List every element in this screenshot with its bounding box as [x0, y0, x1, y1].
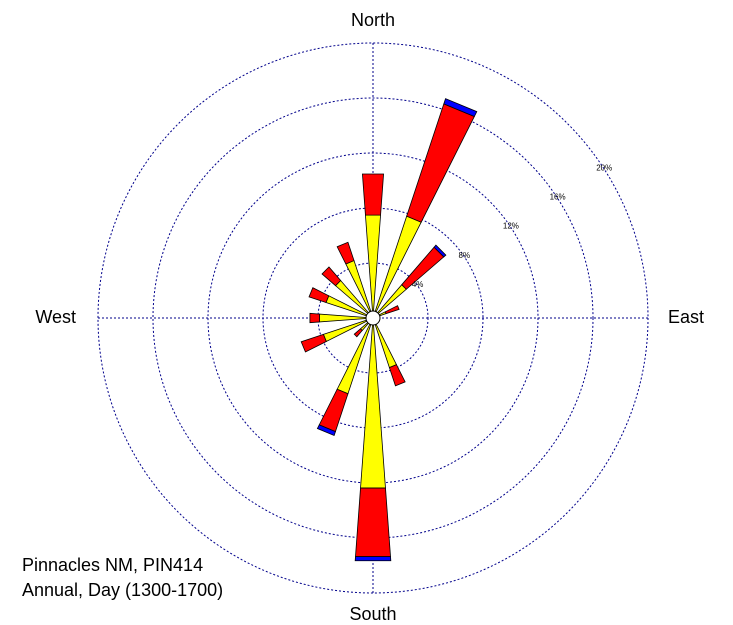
petal-segment — [334, 279, 374, 319]
petal-segment — [355, 487, 391, 558]
direction-label: East — [668, 307, 704, 327]
petal-segment — [316, 424, 336, 437]
petal-segment — [443, 98, 478, 118]
petal-segment — [361, 173, 385, 216]
petal-segment — [372, 317, 398, 369]
petal-segment — [353, 328, 363, 338]
direction-label: West — [35, 307, 76, 327]
petal-segment — [309, 312, 320, 324]
ring-label: 4% — [412, 280, 424, 289]
annotation: Pinnacles NM, PIN414 — [22, 555, 203, 575]
petal-segment — [318, 388, 349, 433]
petal-segment — [300, 333, 327, 353]
petal-segment — [433, 244, 447, 258]
annotation: Annual, Day (1300-1700) — [22, 580, 223, 600]
petal-segment — [388, 364, 406, 387]
ring — [97, 42, 649, 594]
ring-label: 20% — [596, 163, 612, 172]
direction-label: North — [351, 10, 395, 30]
ring-label: 16% — [550, 193, 566, 202]
petal-segment — [384, 305, 400, 315]
petal-segment — [336, 241, 355, 265]
petal-segment — [354, 556, 392, 562]
ring-label: 12% — [503, 222, 519, 231]
petal-segment — [321, 266, 342, 287]
petal-segment — [308, 287, 330, 303]
petal-segment — [406, 103, 475, 223]
direction-label: South — [349, 604, 396, 624]
petal-segment — [372, 215, 422, 319]
calm-circle — [365, 310, 381, 326]
ring-label: 8% — [459, 251, 471, 260]
ring — [207, 152, 539, 484]
